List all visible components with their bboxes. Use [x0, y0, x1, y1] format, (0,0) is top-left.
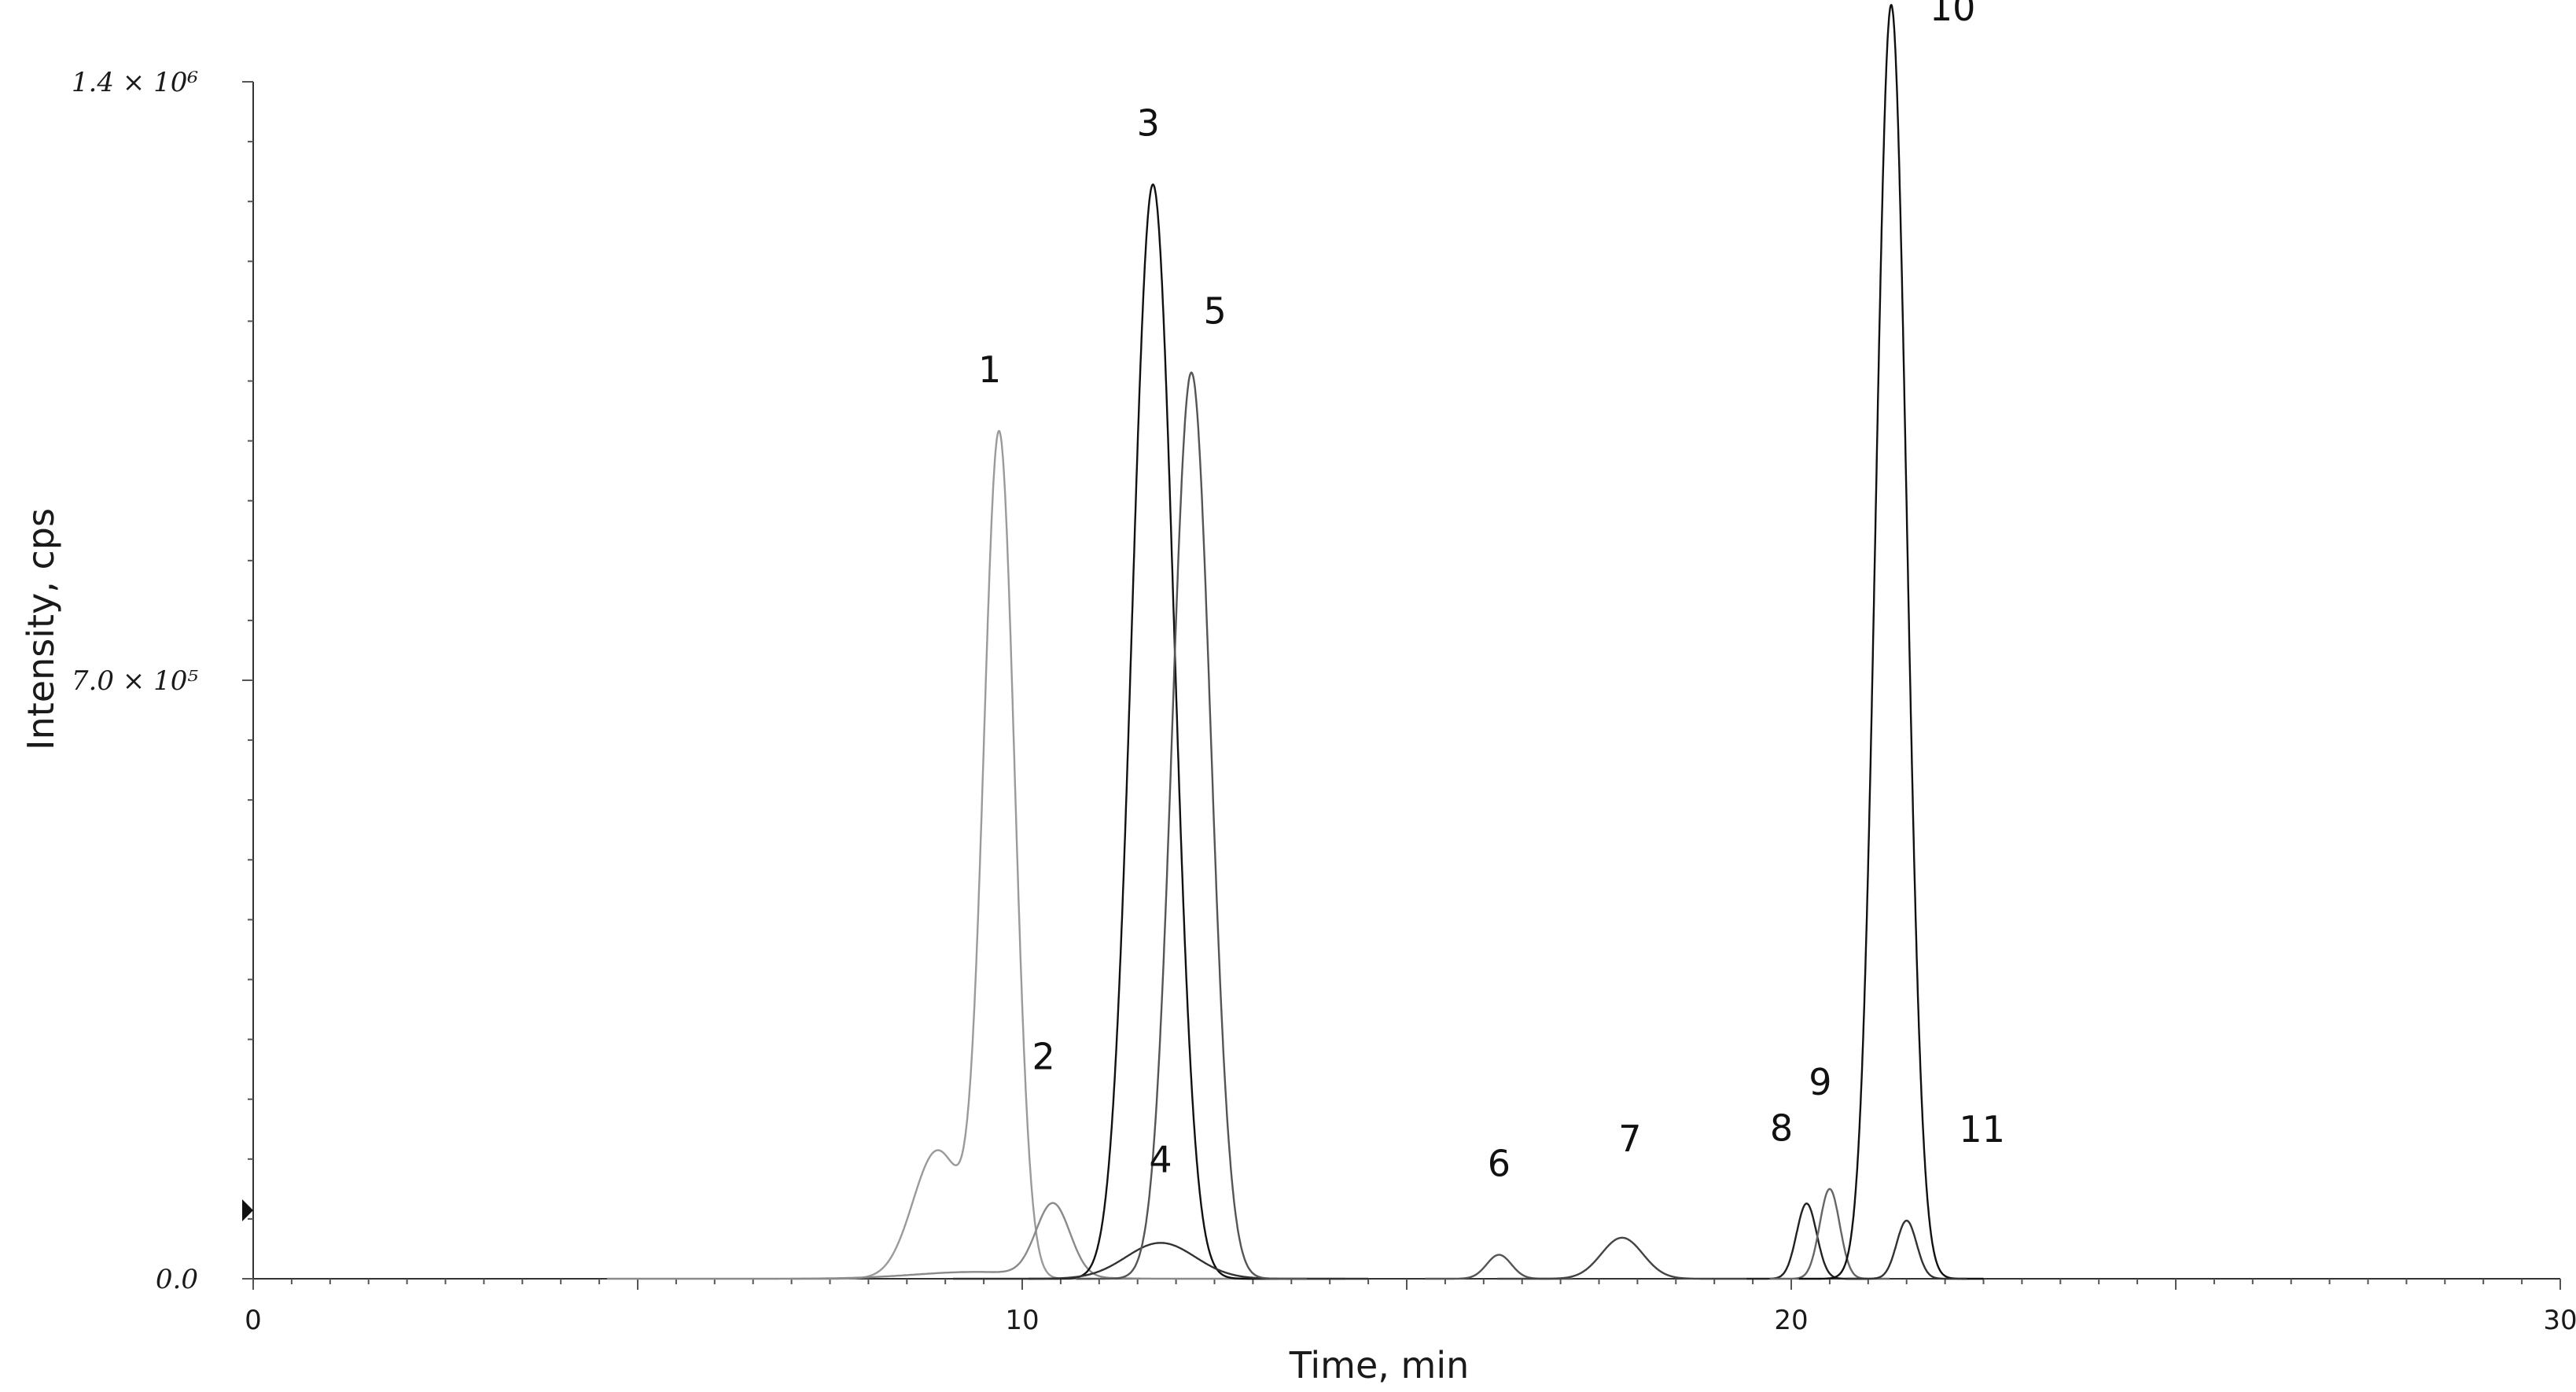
trace-peak-6 — [1424, 1254, 1574, 1280]
peak-labels: 1 2 3 4 5 6 7 89 10 11 — [978, 0, 2005, 1185]
baseline-marker-icon — [242, 1199, 253, 1222]
y-axis-title: Intensity, cps — [20, 508, 62, 750]
chromatogram-traces — [606, 4, 1985, 1280]
peak-label-7: 7 — [1618, 1118, 1641, 1160]
trace-peak-5 — [1075, 371, 1308, 1280]
x-tick-label: 20 — [1774, 1305, 1808, 1336]
trace-peak-7 — [1496, 1236, 1747, 1280]
peak-label-2: 2 — [1032, 1036, 1054, 1078]
x-tick-label: 10 — [1005, 1305, 1039, 1336]
y-tick-label: 1.4 × 10⁶ — [72, 67, 198, 98]
x-axis-title: Time, min — [1289, 1344, 1470, 1386]
trace-peak-3 — [1028, 183, 1279, 1280]
peak-label-11: 11 — [1959, 1108, 2005, 1151]
peak-label-5: 5 — [1204, 290, 1227, 333]
x-tick-label: 0 — [245, 1305, 262, 1336]
y-tick-label: 7.0 × 10⁵ — [72, 665, 198, 697]
peak-label-10: 10 — [1930, 0, 1976, 29]
x-tick-label: 30 — [2543, 1305, 2576, 1336]
peak-label-4: 4 — [1149, 1138, 1172, 1180]
peak-label-3: 3 — [1137, 101, 1160, 144]
y-tick-label: 0.0 — [156, 1264, 198, 1295]
trace-peak-4 — [952, 1242, 1369, 1280]
peak-label-1: 1 — [978, 348, 1001, 391]
peak-label-6: 6 — [1488, 1143, 1511, 1185]
trace-peak-8 — [1746, 1202, 1868, 1280]
peak-label-8: 8 — [1770, 1107, 1793, 1149]
peak-label-9: 9 — [1809, 1061, 1831, 1103]
trace-peak-2 — [606, 1202, 1345, 1280]
trace-peak-11 — [1846, 1219, 1967, 1280]
axes: 0 10 20 30 0.0 7.0 × 10⁵ 1.4 × 10⁶ — [72, 67, 2576, 1336]
trace-peak-1 — [789, 429, 1092, 1280]
